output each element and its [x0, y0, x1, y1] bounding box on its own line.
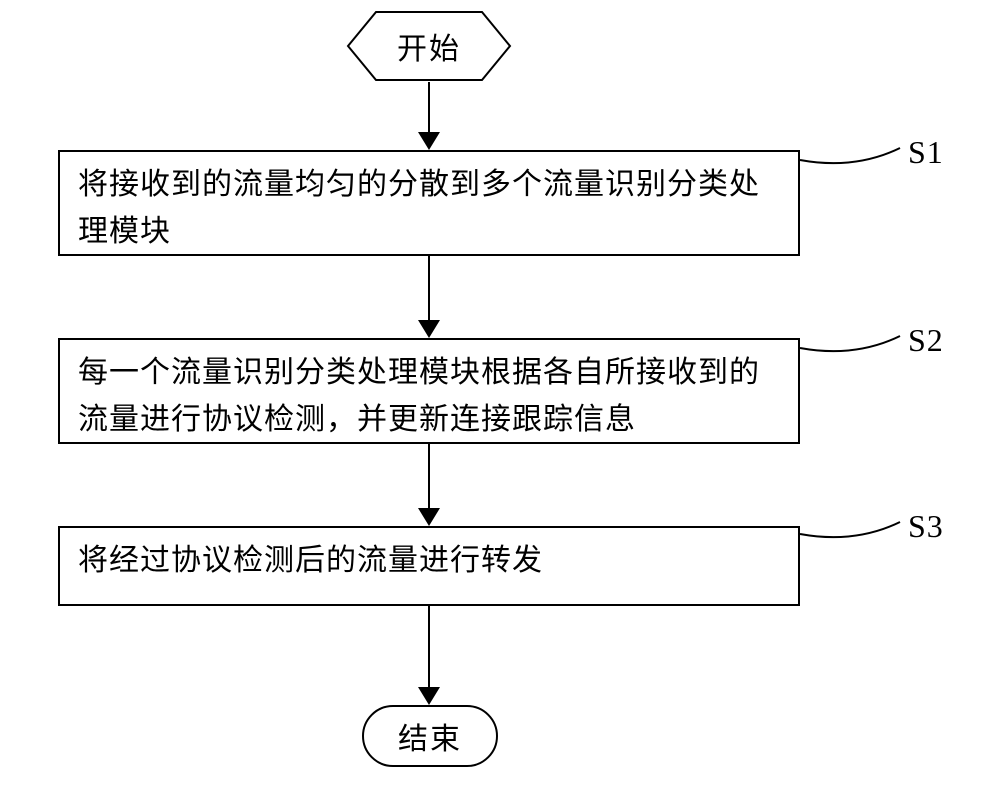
step-s2-label: S2	[908, 322, 944, 359]
start-label: 开始	[346, 10, 512, 82]
flowchart-canvas: 开始 将接收到的流量均匀的分散到多个流量识别分类处理模块 S1 每一个流量识别分…	[0, 0, 1000, 789]
end-label: 结束	[398, 714, 462, 758]
step-s2-callout	[800, 318, 910, 358]
arrow-4	[418, 606, 440, 705]
arrow-3	[418, 444, 440, 526]
start-node: 开始	[346, 10, 512, 82]
step-s1-label: S1	[908, 134, 944, 171]
step-s1-text: 将接收到的流量均匀的分散到多个流量识别分类处理模块	[78, 162, 780, 255]
step-s3-box: 将经过协议检测后的流量进行转发	[58, 526, 800, 606]
step-s2-box: 每一个流量识别分类处理模块根据各自所接收到的流量进行协议检测，并更新连接跟踪信息	[58, 338, 800, 444]
step-s3-text: 将经过协议检测后的流量进行转发	[78, 538, 780, 585]
arrow-2	[418, 256, 440, 338]
step-s3-label: S3	[908, 508, 944, 545]
step-s1-box: 将接收到的流量均匀的分散到多个流量识别分类处理模块	[58, 150, 800, 256]
step-s3-callout	[800, 504, 910, 544]
step-s1-callout	[800, 130, 910, 170]
end-node: 结束	[362, 705, 498, 767]
arrow-1	[418, 82, 440, 150]
step-s2-text: 每一个流量识别分类处理模块根据各自所接收到的流量进行协议检测，并更新连接跟踪信息	[78, 350, 780, 443]
